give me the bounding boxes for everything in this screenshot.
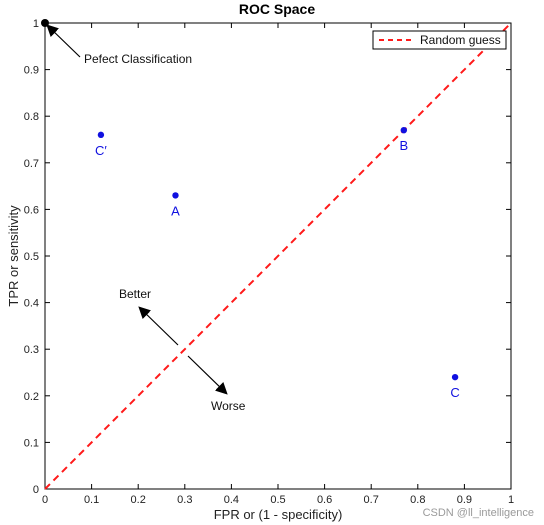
x-tick-label: 1 — [508, 494, 514, 506]
x-tick-label: 0.2 — [131, 494, 146, 506]
legend-box — [372, 30, 507, 50]
better-worse-arrow-up — [138, 306, 179, 346]
x-tick-label: 0.4 — [224, 494, 239, 506]
y-ticks: 0 0.1 0.2 0.3 0.4 0.5 0.6 0.7 0.8 0.9 1 — [24, 18, 511, 496]
points-layer: A B C C′ — [41, 19, 460, 400]
x-tick-label: 0 — [42, 494, 48, 506]
y-tick-label: 0.8 — [24, 111, 39, 123]
y-tick-label: 0.1 — [24, 437, 39, 449]
y-tick-label: 0.2 — [24, 391, 39, 403]
y-axis-title: TPR or sensitivity — [6, 205, 21, 307]
point-b — [400, 126, 408, 134]
point-c-prime — [97, 131, 105, 139]
y-tick-label: 0.3 — [24, 344, 39, 356]
point-label: C′ — [95, 143, 107, 158]
legend-label: Random guess — [420, 33, 501, 47]
x-tick-label: 0.6 — [317, 494, 332, 506]
y-tick-label: 0 — [33, 484, 39, 496]
worse-label: Worse — [211, 399, 246, 413]
legend: Random guess — [372, 30, 507, 50]
perfect-label: Pefect Classification — [84, 52, 192, 66]
better-label: Better — [119, 287, 151, 301]
point-label: A — [171, 203, 180, 218]
random-guess-line — [44, 22, 512, 490]
x-tick-label: 0.3 — [177, 494, 192, 506]
x-ticks: 0 0.1 0.2 0.3 0.4 0.5 0.6 0.7 0.8 0.9 1 — [42, 23, 514, 506]
y-tick-label: 0.7 — [24, 158, 39, 170]
y-tick-label: 0.6 — [24, 204, 39, 216]
x-tick-label: 0.7 — [364, 494, 379, 506]
x-axis-title: FPR or (1 - specificity) — [214, 507, 343, 522]
point-label: C — [450, 385, 459, 400]
y-tick-label: 0.4 — [24, 298, 39, 310]
point-a — [172, 192, 179, 199]
x-tick-label: 0.8 — [410, 494, 425, 506]
point-c — [451, 373, 459, 381]
x-tick-label: 0.9 — [457, 494, 472, 506]
point-label: B — [399, 138, 408, 153]
y-tick-label: 1 — [33, 18, 39, 30]
point-perfect — [41, 19, 49, 27]
x-tick-label: 0.1 — [84, 494, 99, 506]
perfect-arrow — [46, 24, 81, 58]
better-worse-arrow-down — [187, 355, 228, 395]
chart-title: ROC Space — [239, 1, 315, 17]
y-tick-label: 0.9 — [24, 65, 39, 77]
y-tick-label: 0.5 — [24, 251, 39, 263]
watermark: CSDN @ll_intelligence — [422, 507, 534, 519]
x-tick-label: 0.5 — [270, 494, 285, 506]
